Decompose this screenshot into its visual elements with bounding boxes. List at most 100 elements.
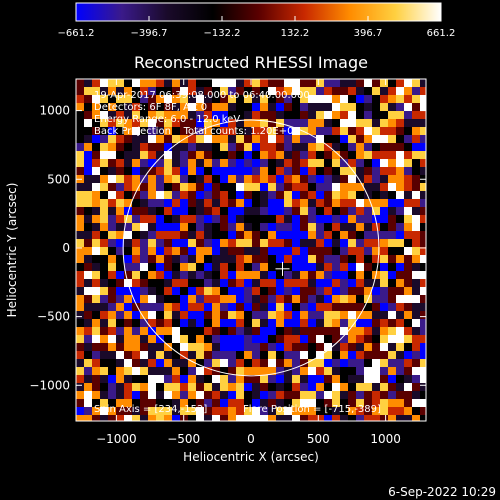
heatmap-cell — [148, 207, 157, 216]
heatmap-cell — [244, 87, 253, 96]
heatmap-cell — [100, 159, 109, 168]
heatmap-cell — [132, 407, 141, 416]
heatmap-cell — [124, 79, 133, 88]
heatmap-cell — [420, 167, 426, 176]
heatmap-cell — [140, 351, 149, 360]
heatmap-cell — [172, 255, 181, 264]
heatmap-cell — [172, 167, 181, 176]
heatmap-cell — [340, 287, 349, 296]
heatmap-cell — [172, 335, 181, 344]
heatmap-cell — [188, 119, 197, 128]
heatmap-cell — [244, 207, 253, 216]
heatmap-cell — [260, 327, 269, 336]
heatmap-cell — [388, 167, 397, 176]
heatmap-cell — [396, 247, 405, 256]
heatmap-cell — [252, 415, 261, 421]
heatmap-cell — [100, 303, 109, 312]
heatmap-cell — [124, 135, 133, 144]
heatmap-cell — [100, 343, 109, 352]
heatmap-cell — [380, 367, 389, 376]
heatmap-cell — [108, 295, 117, 304]
heatmap-cell — [276, 399, 285, 408]
heatmap-cell — [420, 135, 426, 144]
heatmap-cell — [148, 311, 157, 320]
heatmap-cell — [324, 311, 333, 320]
heatmap-cell — [156, 399, 165, 408]
heatmap-cell — [340, 359, 349, 368]
heatmap-cell — [196, 231, 205, 240]
heatmap-cell — [324, 303, 333, 312]
heatmap-cell — [308, 207, 317, 216]
heatmap-cell — [244, 311, 253, 320]
heatmap-cell — [308, 87, 317, 96]
heatmap-cell — [260, 135, 269, 144]
annotation-energy-range: Energy Range: 6.0 - 12.0 keV — [94, 114, 240, 125]
heatmap-cell — [300, 191, 309, 200]
heatmap-cell — [332, 191, 341, 200]
heatmap-cell — [260, 79, 269, 88]
heatmap-cell — [84, 191, 93, 200]
heatmap-cell — [124, 215, 133, 224]
heatmap-cell — [252, 207, 261, 216]
heatmap-cell — [164, 287, 173, 296]
heatmap-cell — [212, 199, 221, 208]
heatmap-cell — [236, 263, 245, 272]
heatmap-cell — [172, 231, 181, 240]
heatmap-cell — [364, 391, 373, 400]
heatmap-cell — [356, 183, 365, 192]
heatmap-cell — [332, 215, 341, 224]
heatmap-cell — [180, 407, 189, 416]
heatmap-cell — [100, 287, 109, 296]
heatmap-cell — [188, 303, 197, 312]
heatmap-cell — [292, 287, 301, 296]
heatmap-cell — [260, 375, 269, 384]
heatmap-cell — [156, 391, 165, 400]
heatmap-cell — [396, 135, 405, 144]
heatmap-cell — [348, 111, 357, 120]
heatmap-cell — [140, 359, 149, 368]
heatmap-cell — [284, 367, 293, 376]
heatmap-cell — [388, 279, 397, 288]
heatmap-cell — [372, 287, 381, 296]
heatmap-cell — [212, 95, 221, 104]
heatmap-cell — [108, 215, 117, 224]
heatmap-cell — [140, 167, 149, 176]
heatmap-cell — [124, 159, 133, 168]
x-tick-label: 1000 — [370, 432, 401, 446]
heatmap-cell — [140, 247, 149, 256]
heatmap-cell — [284, 271, 293, 280]
heatmap-cell — [260, 167, 269, 176]
heatmap-cell — [92, 103, 101, 112]
heatmap-cell — [260, 183, 269, 192]
heatmap-cell — [204, 375, 213, 384]
heatmap-cell — [156, 415, 165, 421]
heatmap-cell — [412, 247, 421, 256]
heatmap-cell — [196, 367, 205, 376]
heatmap-cell — [172, 151, 181, 160]
heatmap-cell — [212, 335, 221, 344]
heatmap-cell — [364, 247, 373, 256]
heatmap-cell — [84, 87, 93, 96]
heatmap-cell — [316, 159, 325, 168]
heatmap-cell — [404, 263, 413, 272]
heatmap-cell — [340, 303, 349, 312]
heatmap-cell — [316, 279, 325, 288]
heatmap-cell — [356, 359, 365, 368]
heatmap-cell — [244, 191, 253, 200]
heatmap-cell — [412, 215, 421, 224]
heatmap-cell — [300, 239, 309, 248]
heatmap-cell — [284, 247, 293, 256]
heatmap-cell — [132, 223, 141, 232]
heatmap-cell — [204, 367, 213, 376]
heatmap-cell — [148, 335, 157, 344]
heatmap-cell — [364, 375, 373, 384]
heatmap-cell — [292, 215, 301, 224]
heatmap-cell — [116, 151, 125, 160]
heatmap-cell — [196, 143, 205, 152]
heatmap-cell — [172, 407, 181, 416]
heatmap-cell — [196, 295, 205, 304]
heatmap-cell — [324, 95, 333, 104]
heatmap-cell — [100, 87, 109, 96]
heatmap-cell — [268, 143, 277, 152]
heatmap-cell — [196, 327, 205, 336]
